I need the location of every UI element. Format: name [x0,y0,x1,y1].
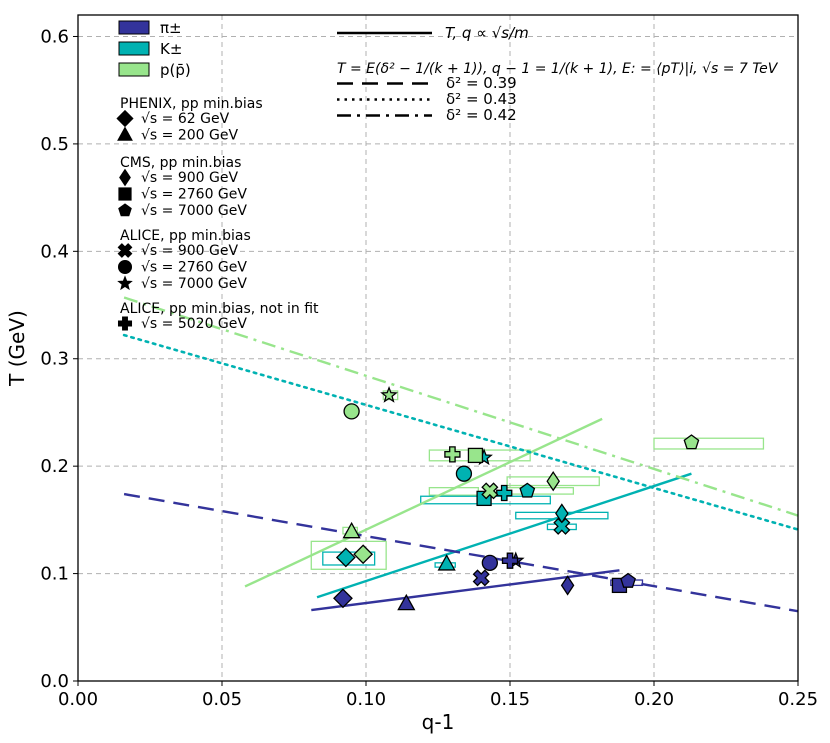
legend-group-header: CMS, pp min.bias [120,155,241,171]
point-kaon-x-shape [553,517,571,535]
legend: π±K±p(p̄)PHENIX, pp min.bias√s = 62 GeV√… [116,19,779,332]
legend-marker-label: √s = 2760 GeV [141,187,247,203]
solid-line-proton [244,417,603,588]
y-tick-label: 0.1 [40,564,69,585]
legend-marker-label: √s = 7000 GeV [141,203,247,219]
legend-label-pion: π± [160,19,182,37]
legend-marker-label: √s = 900 GeV [141,170,238,186]
point-pion-plus [501,552,519,569]
point-kaon-pentagon [519,482,536,498]
legend-group-header: PHENIX, pp min.bias [120,96,263,112]
uncertainty-box-proton [653,437,765,450]
point-proton-x [481,482,499,500]
legend-group-header: ALICE, pp min.bias [120,228,251,244]
legend-patch-pion [118,20,150,35]
legend-label-kaon: K± [160,40,182,58]
legend-label-proton: p(p̄) [160,61,191,79]
x-tick-label: 0.25 [778,689,818,710]
point-proton-thin_diamond [546,471,560,492]
point-proton-star [380,385,398,403]
legend-patch-proton [118,62,150,77]
point-pion-x-shape [472,569,490,587]
point-kaon-triangle [437,554,456,571]
y-tick-label: 0.5 [40,134,69,155]
legend-marker-x [117,243,133,258]
dotted-line-kaon [122,333,798,531]
legend-line-label-dashdot: δ² = 0.42 [446,106,517,124]
point-kaon-diamond [335,547,356,568]
y-tick-label: 0.3 [40,349,69,370]
y-tick-label: 0.0 [40,671,69,692]
legend-marker-label: √s = 900 GeV [141,243,238,259]
legend-line-label-dotted: δ² = 0.43 [446,90,517,108]
solid-line-kaon [316,472,692,599]
point-proton-square [467,447,484,464]
legend-marker-thin_diamond [119,168,131,187]
point-pion-pentagon [620,572,636,588]
point-proton-pentagon [683,434,700,450]
fit-lines [122,296,798,613]
plot-frame [77,14,799,682]
legend-marker-label: √s = 200 GeV [141,128,238,144]
point-proton-x-shape [481,482,499,500]
dashdot-line-proton [123,296,798,517]
legend-marker-label: √s = 5020 GeV [141,316,247,332]
legend-marker-star [117,275,133,291]
x-tick-label: 0.15 [490,689,530,710]
point-pion-diamond [333,588,353,609]
legend-marker-label: √s = 7000 GeV [141,276,247,292]
legend-group-header: ALICE, pp min.bias, not in fit [120,301,319,317]
point-proton-circle [343,403,360,420]
legend-solid-label: T, q ∝ √s/m [445,24,529,42]
x-axis-label: q-1 [422,710,455,734]
point-proton-plus [444,446,461,463]
point-kaon-x [553,517,571,535]
legend-marker-triangle [117,126,133,141]
y-tick-label: 0.6 [40,26,69,47]
legend-marker-square [118,187,132,201]
y-tick-label: 0.2 [40,456,69,477]
axis-ticks: 0.00 0.05 0.10 0.15 0.20 0.25 0.0 0.1 0.2 0.3 0.4 0… [40,26,818,710]
point-pion-thin_diamond [560,575,575,596]
x-tick-label: 0.05 [202,689,242,710]
point-pion-triangle [397,593,416,611]
y-tick-label: 0.4 [40,241,69,262]
point-pion-x [472,569,490,587]
x-tick-label: 0.10 [346,689,386,710]
x-tick-label: 0.00 [58,689,98,710]
legend-marker-label: √s = 2760 GeV [141,260,247,276]
legend-marker-pentagon [118,203,132,217]
legend-marker-diamond [116,109,134,128]
point-kaon-plus [496,484,513,502]
y-axis-label: T (GeV) [5,310,29,387]
point-pion-circle [481,554,498,571]
point-proton-diamond [353,544,374,565]
legend-marker-plus [117,316,133,331]
legend-marker-x-shape [117,243,133,258]
x-tick-label: 0.20 [634,689,674,710]
legend-patch-kaon [118,41,150,56]
point-proton-triangle [342,521,361,539]
legend-line-label-dashed: δ² = 0.39 [446,74,517,92]
point-kaon-circle [455,465,473,482]
legend-formula: T = E(δ² − 1/(k + 1)), q − 1 = 1/(k + 1)… [337,61,779,77]
data-points [333,385,700,611]
legend-marker-label: √s = 62 GeV [141,111,230,127]
dashed-line-pion [123,492,798,613]
legend-marker-circle [117,259,133,275]
